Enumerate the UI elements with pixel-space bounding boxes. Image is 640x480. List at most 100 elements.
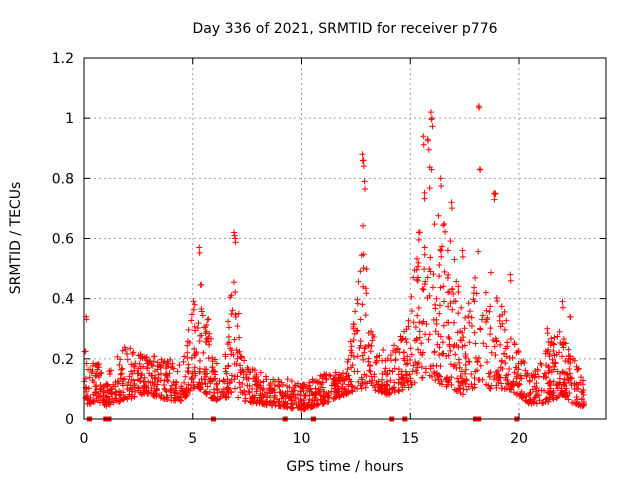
data-point	[143, 388, 150, 395]
data-point	[420, 286, 427, 293]
data-point	[559, 353, 566, 360]
data-point	[272, 378, 279, 385]
data-point	[176, 361, 183, 368]
data-point	[382, 357, 389, 364]
data-point	[231, 232, 238, 239]
data-point	[436, 310, 443, 317]
data-point	[555, 380, 562, 387]
data-point	[466, 308, 473, 315]
data-point	[231, 376, 238, 383]
data-point	[85, 366, 92, 373]
data-point	[440, 222, 447, 229]
data-point	[405, 377, 412, 384]
data-point	[468, 371, 475, 378]
data-point	[391, 389, 398, 396]
data-point	[324, 392, 331, 399]
data-point	[93, 383, 100, 390]
data-point	[207, 375, 214, 382]
data-point	[131, 367, 138, 374]
data-point	[400, 374, 407, 381]
data-point	[414, 312, 421, 319]
data-point	[484, 359, 491, 366]
data-point	[483, 343, 490, 350]
data-point	[461, 342, 468, 349]
data-point	[228, 311, 235, 318]
data-point	[498, 380, 505, 387]
data-point	[92, 372, 99, 379]
data-point	[403, 326, 410, 333]
data-point	[580, 387, 587, 394]
data-point	[426, 372, 433, 379]
data-point	[550, 378, 557, 385]
data-point	[493, 369, 500, 376]
data-point	[246, 389, 253, 396]
data-point	[506, 366, 513, 373]
data-point	[260, 385, 267, 392]
data-point	[523, 393, 530, 400]
data-point	[455, 356, 462, 363]
data-point	[471, 284, 478, 291]
data-point	[508, 386, 515, 393]
data-point	[350, 321, 357, 328]
data-point	[562, 357, 569, 364]
data-point	[455, 283, 462, 290]
data-point	[541, 373, 548, 380]
data-point	[443, 319, 450, 326]
data-point	[183, 389, 190, 396]
data-point	[416, 229, 423, 236]
data-point	[284, 376, 291, 383]
data-point	[208, 394, 215, 401]
data-point	[247, 398, 253, 405]
data-point	[421, 244, 428, 251]
data-point	[105, 388, 112, 395]
data-point	[198, 305, 205, 312]
data-point	[176, 396, 183, 403]
data-point	[414, 361, 421, 368]
data-point	[515, 360, 522, 367]
data-point	[154, 359, 161, 366]
data-point	[507, 335, 514, 342]
data-point	[352, 308, 359, 315]
data-point	[411, 337, 418, 344]
data-point	[550, 341, 557, 348]
data-point	[196, 365, 203, 372]
data-point	[249, 393, 256, 400]
data-point	[520, 358, 527, 365]
data-point	[456, 385, 463, 392]
data-point	[347, 338, 354, 345]
data-point	[461, 325, 468, 332]
data-point	[301, 404, 308, 411]
data-point	[555, 393, 562, 400]
data-point	[509, 354, 516, 361]
data-point	[412, 324, 419, 331]
data-point	[441, 268, 448, 275]
data-point	[465, 313, 472, 320]
data-point	[389, 347, 396, 354]
data-point	[306, 396, 313, 403]
data-point	[560, 379, 567, 386]
data-point	[404, 353, 411, 360]
data-point	[550, 389, 557, 396]
data-point	[475, 377, 482, 384]
data-point	[408, 293, 415, 300]
data-point	[573, 394, 580, 401]
data-point	[403, 339, 410, 346]
data-point	[136, 377, 143, 384]
data-point	[137, 355, 144, 362]
data-point	[360, 163, 367, 170]
data-point	[227, 345, 234, 352]
data-point	[441, 228, 448, 235]
data-point	[557, 339, 564, 346]
data-point	[437, 284, 444, 291]
data-point	[473, 290, 480, 297]
data-point	[363, 290, 370, 297]
data-point	[391, 365, 398, 372]
data-point	[113, 397, 120, 404]
data-point	[267, 386, 274, 393]
data-point	[185, 326, 192, 333]
data-point	[288, 396, 295, 403]
data-point	[347, 347, 354, 354]
data-point	[548, 335, 555, 342]
data-point	[379, 376, 386, 383]
data-point	[561, 382, 568, 389]
